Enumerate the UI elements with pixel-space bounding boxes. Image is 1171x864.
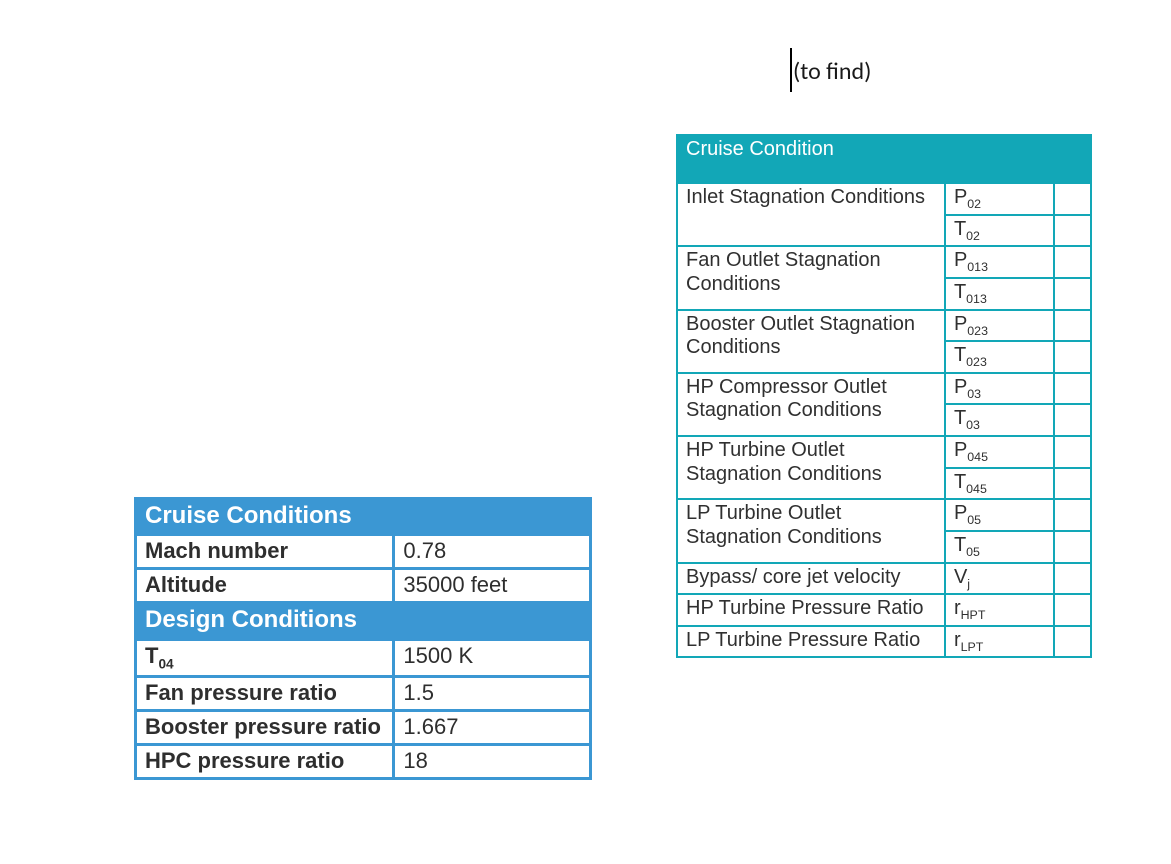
- altitude-label: Altitude: [136, 569, 394, 603]
- hpc-pressure-ratio-label: HPC pressure ratio: [136, 744, 394, 778]
- output-value: [1054, 215, 1091, 247]
- hpc-pressure-ratio-value: 18: [394, 744, 591, 778]
- output-value: [1054, 468, 1091, 500]
- text-cursor: [790, 48, 792, 92]
- booster-pressure-ratio-value: 1.667: [394, 710, 591, 744]
- output-desc: HP Turbine Pressure Ratio: [677, 594, 945, 626]
- output-desc: Booster Outlet Stagnation Conditions: [677, 310, 945, 373]
- output-value: [1054, 436, 1091, 468]
- output-value: [1054, 404, 1091, 436]
- output-symbol: T045: [945, 468, 1054, 500]
- output-value: [1054, 563, 1091, 595]
- fan-pressure-ratio-label: Fan pressure ratio: [136, 677, 394, 711]
- output-symbol: P013: [945, 246, 1054, 278]
- output-value: [1054, 594, 1091, 626]
- output-value: [1054, 278, 1091, 310]
- output-symbol: Vj: [945, 563, 1054, 595]
- symbol-header: [945, 135, 1054, 169]
- output-desc: Bypass/ core jet velocity: [677, 563, 945, 595]
- output-value: [1054, 499, 1091, 531]
- output-desc: Fan Outlet Stagnation Conditions: [677, 246, 945, 309]
- output-symbol: rLPT: [945, 626, 1054, 658]
- output-symbol: rHPT: [945, 594, 1054, 626]
- output-value: [1054, 341, 1091, 373]
- output-value: [1054, 183, 1091, 215]
- conditions-table: Cruise Conditions Mach number 0.78 Altit…: [134, 497, 592, 780]
- output-value: [1054, 310, 1091, 342]
- output-symbol: P03: [945, 373, 1054, 405]
- output-symbol: P045: [945, 436, 1054, 468]
- output-value: [1054, 531, 1091, 563]
- fan-pressure-ratio-value: 1.5: [394, 677, 591, 711]
- output-symbol: T03: [945, 404, 1054, 436]
- to-find-annotation: (to find): [793, 57, 871, 86]
- output-desc: LP Turbine Outlet Stagnation Conditions: [677, 499, 945, 562]
- output-symbol: P02: [945, 183, 1054, 215]
- design-conditions-header: Design Conditions: [136, 603, 591, 639]
- output-desc: HP Turbine Outlet Stagnation Conditions: [677, 436, 945, 499]
- t04-label: T04: [136, 639, 394, 676]
- output-symbol: P05: [945, 499, 1054, 531]
- mach-number-label: Mach number: [136, 535, 394, 569]
- value-header: [1054, 135, 1091, 169]
- header-spacer: [677, 169, 945, 183]
- mach-number-value: 0.78: [394, 535, 591, 569]
- cruise-condition-header: Cruise Condition: [677, 135, 945, 169]
- output-desc: LP Turbine Pressure Ratio: [677, 626, 945, 658]
- output-symbol: T02: [945, 215, 1054, 247]
- cruise-condition-outputs-table: Cruise Condition Inlet Stagnation Condit…: [676, 134, 1092, 658]
- altitude-value: 35000 feet: [394, 569, 591, 603]
- output-symbol: P023: [945, 310, 1054, 342]
- booster-pressure-ratio-label: Booster pressure ratio: [136, 710, 394, 744]
- output-value: [1054, 246, 1091, 278]
- output-desc: HP Compressor Outlet Stagnation Conditio…: [677, 373, 945, 436]
- output-value: [1054, 373, 1091, 405]
- cruise-conditions-header: Cruise Conditions: [136, 499, 591, 535]
- output-symbol: T013: [945, 278, 1054, 310]
- output-symbol: T05: [945, 531, 1054, 563]
- output-desc: Inlet Stagnation Conditions: [677, 183, 945, 246]
- output-symbol: T023: [945, 341, 1054, 373]
- output-value: [1054, 626, 1091, 658]
- t04-value: 1500 K: [394, 639, 591, 676]
